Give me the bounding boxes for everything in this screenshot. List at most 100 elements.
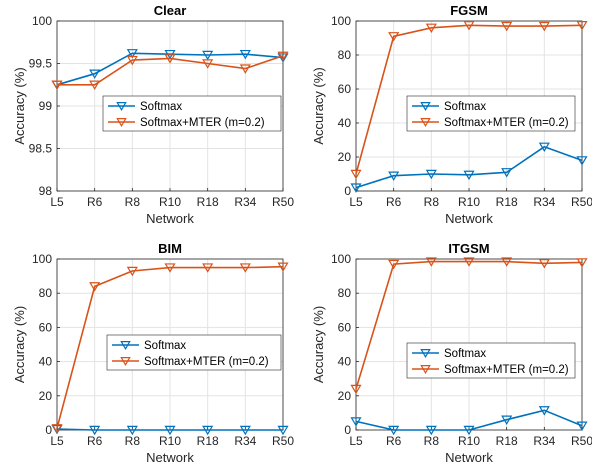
y-tick-label: 99.5 (29, 57, 53, 71)
y-tick-label: 0 (344, 184, 351, 198)
legend: Softmax Softmax+MTER (m=0.2) (406, 342, 576, 379)
legend-marker (116, 118, 127, 127)
data-point (501, 415, 513, 425)
y-axis-label: Accuracy (%) (311, 306, 326, 383)
data-point (89, 80, 101, 90)
data-point (388, 259, 400, 270)
legend-box (102, 95, 282, 132)
data-point (239, 263, 251, 273)
chart-title: FGSM (450, 3, 488, 18)
x-tick-label: L5 (50, 195, 64, 209)
legend-box (406, 342, 576, 379)
data-point (501, 21, 513, 32)
legend-marker (120, 341, 131, 350)
data-point (51, 424, 63, 434)
legend: Softmax Softmax+MTER (m=0.2) (106, 334, 282, 371)
data-point (576, 421, 588, 431)
data-point (239, 425, 251, 436)
data-point (425, 257, 437, 267)
data-point (463, 425, 475, 436)
legend-marker (420, 365, 431, 374)
chart-panel-2: L5 R6 R8 R10 R18 R34 R50 0 20 40 60 80 100 FGSM Networ… (311, 3, 592, 226)
data-point (576, 21, 588, 31)
x-axis-label: Network (445, 450, 493, 465)
y-tick-label: 0 (344, 423, 351, 437)
x-tick-label: R18 (496, 434, 518, 448)
y-tick-label: 100 (32, 252, 52, 266)
y-tick-label: 99 (39, 99, 53, 113)
y-tick-label: 60 (338, 320, 352, 334)
legend-label: Softmax (444, 101, 486, 113)
data-point (164, 263, 176, 273)
x-tick-label: R18 (197, 195, 219, 209)
x-tick-label: R34 (234, 434, 256, 448)
x-tick-label: R10 (159, 195, 181, 209)
x-tick-label: R34 (533, 434, 555, 448)
x-tick-label: R34 (234, 195, 256, 209)
x-tick-label: R6 (87, 434, 103, 448)
data-point (538, 142, 550, 153)
x-tick-label: R50 (272, 195, 294, 209)
series-line-1 (355, 409, 583, 431)
data-point (126, 55, 138, 66)
y-tick-label: 98.5 (29, 142, 53, 156)
x-tick-label: R50 (272, 434, 294, 448)
y-tick-label: 40 (338, 116, 352, 130)
data-point (89, 69, 101, 79)
series-line-2 (355, 24, 583, 175)
y-tick-label: 80 (39, 286, 53, 300)
data-point (277, 262, 289, 272)
x-axis-label: Network (445, 211, 493, 226)
x-axis-label: Network (146, 450, 194, 465)
legend-box (406, 95, 576, 132)
x-tick-label: R18 (496, 195, 518, 209)
y-tick-label: 20 (338, 150, 352, 164)
data-point (202, 59, 214, 69)
legend-label: Softmax (444, 348, 486, 360)
data-point (239, 64, 251, 74)
data-point (202, 263, 214, 273)
y-tick-label: 60 (39, 320, 53, 334)
legend-box (106, 334, 282, 371)
data-point (89, 282, 101, 292)
x-tick-label: L5 (50, 434, 64, 448)
y-tick-label: 100 (331, 252, 351, 266)
data-point (350, 169, 362, 180)
legend: Softmax Softmax+MTER (m=0.2) (102, 95, 282, 132)
y-tick-label: 0 (45, 423, 52, 437)
data-point (277, 51, 289, 62)
data-point (89, 425, 101, 436)
x-tick-label: R8 (424, 434, 440, 448)
legend-label: Softmax (144, 340, 186, 352)
legend-marker (420, 102, 431, 111)
x-tick-label: R8 (125, 434, 141, 448)
x-tick-label: L5 (349, 195, 363, 209)
chart-panel-1: L5 R6 R8 R10 R18 R34 R50 98 98.5 99 99.5 100 Clear Ne… (12, 3, 294, 226)
y-tick-label: 98 (39, 184, 53, 198)
data-point (538, 259, 550, 269)
x-tick-label: R50 (571, 434, 592, 448)
y-tick-label: 100 (32, 14, 52, 28)
data-point (463, 21, 475, 31)
y-tick-label: 60 (338, 82, 352, 96)
data-point (538, 406, 550, 416)
data-point (126, 266, 138, 277)
x-tick-label: R18 (197, 434, 219, 448)
x-tick-label: R10 (458, 434, 480, 448)
y-axis-label: Accuracy (%) (12, 306, 27, 383)
data-point (164, 425, 176, 436)
data-point (463, 170, 475, 181)
legend-label: Softmax+MTER (m=0.2) (444, 364, 569, 376)
series-line-2 (57, 55, 284, 86)
data-point (277, 425, 289, 436)
x-tick-label: R6 (386, 195, 402, 209)
y-tick-label: 100 (331, 14, 351, 28)
series-line-2 (56, 265, 284, 429)
data-point (388, 171, 400, 181)
data-point (425, 23, 437, 34)
y-tick-label: 20 (39, 389, 53, 403)
data-point (463, 257, 475, 267)
data-point (350, 183, 362, 193)
x-tick-label: R10 (159, 434, 181, 448)
